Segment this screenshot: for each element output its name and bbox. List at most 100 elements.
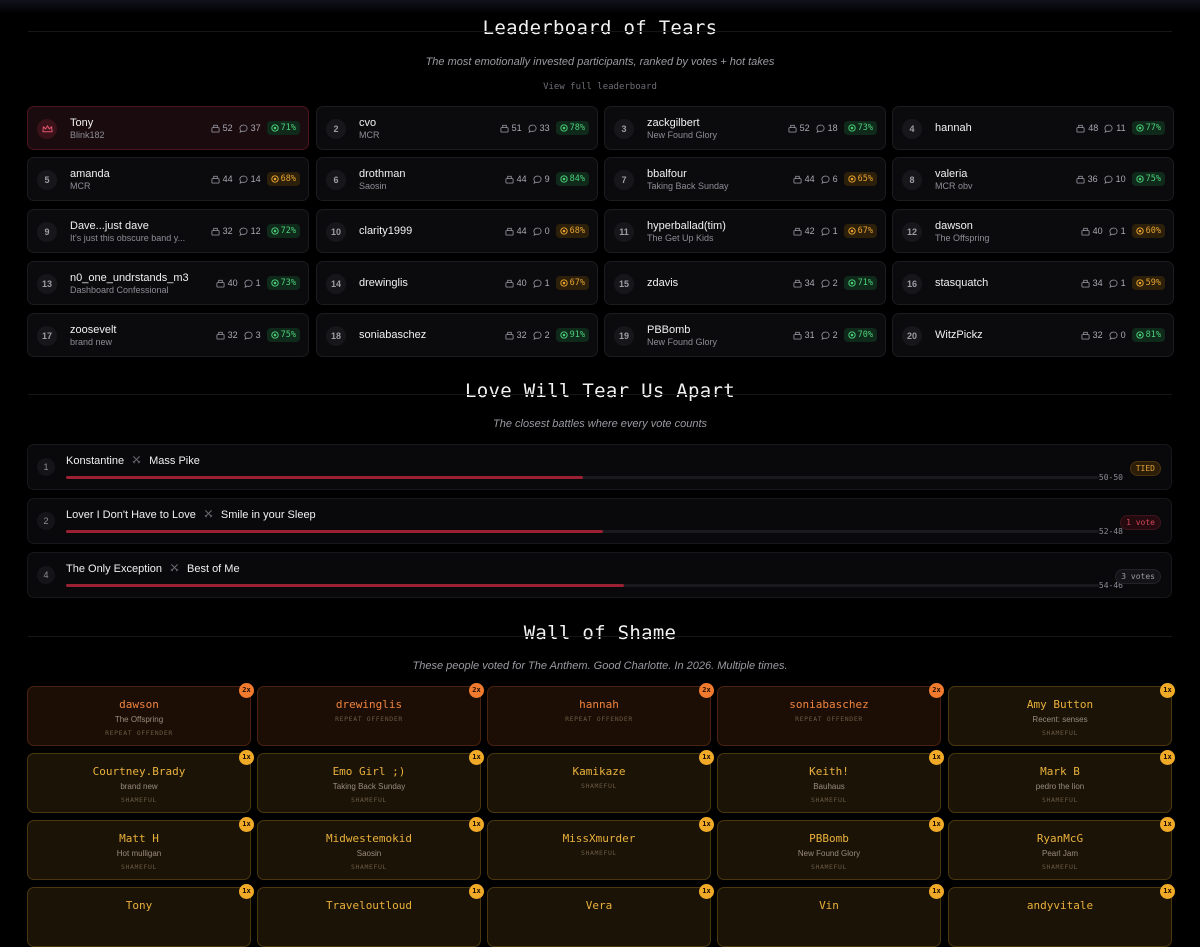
comment-icon: [816, 124, 825, 133]
shame-card[interactable]: drewinglis REPEAT OFFENDER 2x: [257, 683, 484, 746]
participant-name: dawson: [935, 220, 973, 232]
comment-count: 2: [832, 278, 838, 288]
shame-card[interactable]: Traveloutloud 1x: [257, 884, 484, 947]
participant-band: New Found Glory: [647, 337, 718, 347]
ballot-box-icon: [216, 279, 225, 288]
leaderboard-card[interactable]: 14 drewinglis 40 1 67%: [316, 261, 598, 305]
crossed-swords-icon: [132, 455, 141, 467]
vote-count: 52: [799, 123, 810, 133]
battle-right-song: Best of Me: [187, 563, 240, 575]
leaderboard-card[interactable]: 10 clarity1999 44 0 68%: [316, 209, 598, 253]
leaderboard-card[interactable]: 6 drothman Saosin 44 9 84%: [316, 157, 598, 201]
shame-count-badge: 1x: [1160, 884, 1175, 899]
shame-card[interactable]: RyanMcG Pearl Jam SHAMEFUL 1x: [948, 817, 1175, 880]
participant-band: MCR obv: [935, 181, 973, 191]
comment-icon: [1109, 227, 1118, 236]
leaderboard-card[interactable]: 12 dawson The Offspring 40 1 60%: [892, 209, 1174, 253]
shame-card[interactable]: Kamikaze SHAMEFUL 1x: [487, 750, 714, 813]
target-icon: [559, 331, 568, 339]
shame-card[interactable]: dawson The Offspring REPEAT OFFENDER 2x: [27, 683, 254, 746]
shame-label: REPEAT OFFENDER: [565, 715, 633, 723]
comment-count: 33: [539, 123, 550, 133]
battle-progress-fill: [66, 476, 583, 479]
shame-card[interactable]: Mark B pedro the lion SHAMEFUL 1x: [948, 750, 1175, 813]
participant-stats: 48 11 77%: [1076, 121, 1165, 135]
shame-label: REPEAT OFFENDER: [105, 729, 173, 737]
rank-number: 9: [37, 222, 57, 242]
vote-count: 52: [222, 123, 233, 133]
shame-band: Taking Back Sunday: [332, 782, 406, 791]
participant-stats: 32 0 81%: [1081, 328, 1165, 342]
battle-row[interactable]: 4 The Only Exception Best of Me 54-46 3 vote…: [27, 552, 1172, 598]
match-percent: 75%: [1145, 174, 1161, 184]
leaderboard-card[interactable]: 18 soniabaschez 32 2 91%: [316, 313, 598, 357]
battle-row[interactable]: 1 Konstantine Mass Pike 50-50 TIED: [27, 444, 1172, 490]
comment-count: 9: [544, 174, 550, 184]
shame-count-badge: 1x: [1160, 683, 1175, 698]
shame-name: Vin: [819, 899, 839, 912]
shame-card[interactable]: Emo Girl ;) Taking Back Sunday SHAMEFUL 1x: [257, 750, 484, 813]
shame-card[interactable]: hannah REPEAT OFFENDER 2x: [487, 683, 714, 746]
vote-count: 40: [516, 278, 527, 288]
leaderboard-card[interactable]: 19 PBBomb New Found Glory 31 2 70%: [604, 313, 886, 357]
participant-band: The Get Up Kids: [647, 233, 714, 243]
shame-card[interactable]: MissXmurder SHAMEFUL 1x: [487, 817, 714, 880]
shame-card[interactable]: soniabaschez REPEAT OFFENDER 2x: [717, 683, 944, 746]
leaderboard-card[interactable]: 3 zackgilbert New Found Glory 52 18 73%: [604, 106, 886, 150]
leaderboard-card[interactable]: 4 hannah 48 11 77%: [892, 106, 1174, 150]
shame-label: SHAMEFUL: [120, 796, 158, 804]
leaderboard-card[interactable]: 15 zdavis 34 2 71%: [604, 261, 886, 305]
leaderboard-card[interactable]: 7 bbalfour Taking Back Sunday 44 6 65%: [604, 157, 886, 201]
shame-label: SHAMEFUL: [810, 796, 848, 804]
match-percent-badge: 71%: [843, 276, 877, 290]
participant-band: New Found Glory: [647, 130, 718, 140]
match-percent: 67%: [569, 278, 585, 288]
leaderboard-card[interactable]: 2 cvo MCR 51 33 78%: [316, 106, 598, 150]
participant-stats: 32 2 91%: [505, 328, 589, 342]
vote-count: 51: [511, 123, 522, 133]
shame-card[interactable]: Vin 1x: [717, 884, 944, 947]
rank-number: 5: [37, 170, 57, 190]
comment-icon: [244, 331, 253, 340]
leaderboard-card[interactable]: 13 n0_one_undrstands_m3 Dashboard Confessi…: [27, 261, 309, 305]
comment-icon: [239, 175, 248, 184]
comment-icon: [533, 175, 542, 184]
shame-card[interactable]: Keith! Bauhaus SHAMEFUL 1x: [717, 750, 944, 813]
leaderboard-card[interactable]: 11 hyperballad(tim) The Get Up Kids 42 1 67%: [604, 209, 886, 253]
battle-matchup: The Only Exception Best of Me: [66, 563, 240, 575]
leaderboard-card[interactable]: Tony Blink182 52 37 71%: [27, 106, 309, 150]
vote-count: 32: [516, 330, 527, 340]
battle-row[interactable]: 2 Lover I Don't Have to Love Smile in your…: [27, 498, 1172, 544]
leaderboard-card[interactable]: 9 Dave...just dave It's just this obscure …: [27, 209, 309, 253]
shame-band: New Found Glory: [797, 849, 861, 858]
view-full-leaderboard-link[interactable]: View full leaderboard: [543, 82, 657, 92]
target-icon: [559, 279, 568, 287]
leaderboard-card[interactable]: 17 zoosevelt brand new 32 3 75%: [27, 313, 309, 357]
shame-count-badge: 2x: [469, 683, 484, 698]
participant-name: drothman: [359, 168, 406, 180]
participant-name: zdavis: [647, 277, 679, 289]
target-icon: [559, 227, 568, 235]
shame-card[interactable]: Midwestemokid Saosin SHAMEFUL 1x: [257, 817, 484, 880]
shame-card[interactable]: Vera 1x: [487, 884, 714, 947]
ballot-box-icon: [793, 331, 802, 340]
leaderboard-card[interactable]: 20 WitzPickz 32 0 81%: [892, 313, 1174, 357]
participant-name: bbalfour: [647, 168, 687, 180]
comment-icon: [533, 227, 542, 236]
vote-count: 36: [1087, 174, 1098, 184]
shame-card[interactable]: Matt H Hot mulligan SHAMEFUL 1x: [27, 817, 254, 880]
vote-count: 44: [516, 174, 527, 184]
target-icon: [270, 124, 279, 132]
leaderboard-card[interactable]: 5 amanda MCR 44 14 68%: [27, 157, 309, 201]
shame-card[interactable]: Amy Button Recent: senses SHAMEFUL 1x: [948, 683, 1175, 746]
shame-card[interactable]: Courtney.Brady brand new SHAMEFUL 1x: [27, 750, 254, 813]
shame-card[interactable]: Tony 1x: [27, 884, 254, 947]
leaderboard-card[interactable]: 16 stasquatch 34 1 59%: [892, 261, 1174, 305]
rank-number: 8: [902, 170, 922, 190]
shame-card[interactable]: andyvitale 1x: [948, 884, 1175, 947]
leaderboard-card[interactable]: 8 valeria MCR obv 36 10 75%: [892, 157, 1174, 201]
participant-band: MCR: [359, 130, 380, 140]
ballot-box-icon: [1081, 279, 1090, 288]
match-percent-badge: 70%: [843, 328, 877, 342]
shame-card[interactable]: PBBomb New Found Glory SHAMEFUL 1x: [717, 817, 944, 880]
